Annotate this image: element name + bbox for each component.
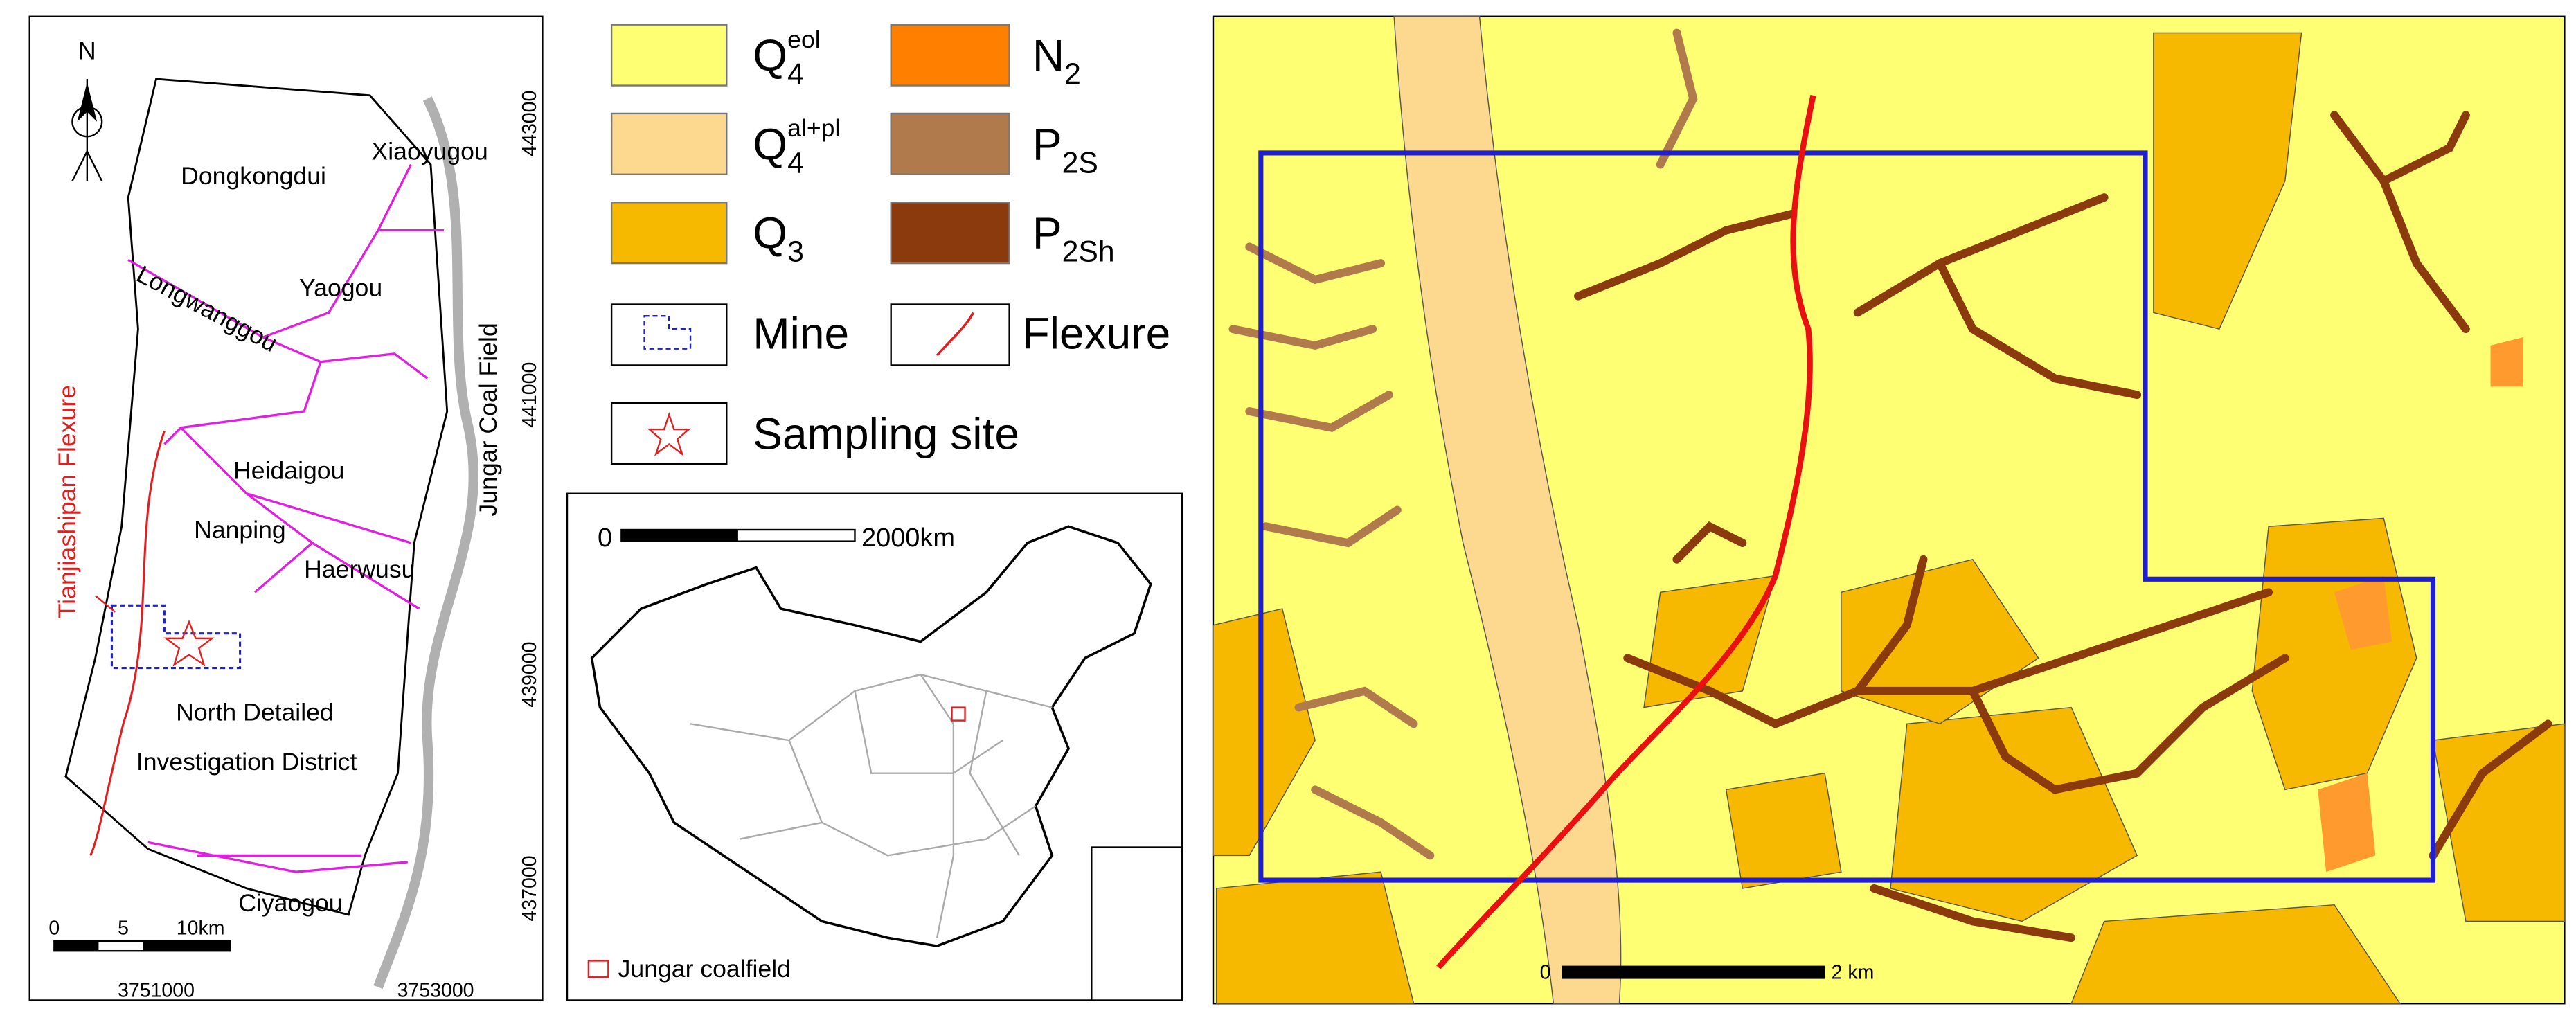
mine-boundary (1258, 150, 2436, 883)
scale-label: 2000km (861, 524, 955, 553)
place-label: Xiaoyugou (372, 137, 488, 165)
swatch (890, 202, 1010, 265)
flexure-label: Tianjiashipan Flexure (53, 385, 81, 618)
scale-bar (1562, 965, 1825, 979)
swatch (610, 202, 728, 265)
legend-label: P2S (1032, 119, 1098, 179)
y-coord: 439000 (519, 642, 541, 708)
x-coord: 3753000 (397, 980, 474, 1002)
legend-sup: al+pl (787, 114, 840, 142)
swatch (610, 112, 728, 176)
legend-sup: eol (787, 26, 821, 53)
place-label: Investigation District (136, 748, 357, 776)
swatch (890, 112, 1010, 176)
mine-symbol (643, 314, 692, 350)
flexure-line (1436, 94, 1816, 969)
y-coord: 443000 (519, 91, 541, 156)
legend-symbol: Q (753, 30, 787, 80)
mine-outline (110, 604, 242, 670)
place-label: Dongkongdui (181, 162, 326, 190)
legend-symbol: P (1032, 208, 1062, 258)
legend-sub: 2S (1062, 146, 1098, 179)
legend-label: Q4 eol (753, 26, 820, 91)
legend-sub: 2 (1064, 57, 1081, 91)
legend-label: Q3 (753, 208, 804, 269)
legend-sub: 4 (787, 57, 804, 91)
scale-label: 0 (598, 524, 612, 553)
y-coord: 437000 (519, 855, 541, 921)
n2-patches (2318, 337, 2524, 873)
legend-symbol: Q (753, 208, 787, 258)
river (373, 96, 478, 989)
legend-symbol: Q (753, 119, 787, 169)
legend-sub: 2Sh (1062, 235, 1115, 269)
place-label: North Detailed (176, 699, 334, 726)
place-label: Ciyaogou (238, 889, 342, 917)
p2sh-channels (1574, 111, 2552, 942)
place-label: Nanping (194, 516, 286, 544)
coalfield-marker (951, 706, 966, 722)
legend-sub: 3 (787, 235, 804, 269)
legend-symbol: P (1032, 119, 1062, 169)
alluvial-band (1393, 16, 1622, 1004)
scale-label: 2 km (1832, 962, 1875, 984)
legend-label: P2Sh (1032, 208, 1115, 269)
geology-map: 0 2 km (1212, 15, 2566, 1005)
legend-marker (587, 960, 609, 978)
left-map: N Dongkongdui Xiaoyugou Yaogou Longwangg… (28, 15, 544, 1002)
north-arrow (71, 79, 103, 181)
x-coord: 3751000 (118, 980, 195, 1002)
legend-label: N2 (1032, 30, 1081, 91)
legend-label: Mine (753, 309, 849, 359)
y-coord: 441000 (519, 362, 541, 428)
legend-symbol: N (1032, 30, 1064, 80)
province-lines (690, 673, 1053, 938)
inset-legend-label: Jungar coalfield (618, 955, 791, 983)
flexure-line (89, 430, 166, 857)
swatch (890, 303, 1010, 366)
scale-label: 10km (177, 917, 225, 939)
star-symbol (647, 411, 691, 456)
coal-field-label: Jungar Coal Field (474, 323, 502, 516)
legend-label: Flexure (1023, 309, 1171, 359)
scale-bar (53, 940, 231, 952)
legend-label: Sampling site (753, 409, 1019, 459)
north-label: N (78, 37, 96, 65)
scale-bar (620, 528, 856, 542)
legend-sub: 4 (787, 146, 804, 179)
scale-label: 0 (1540, 962, 1551, 984)
leader-line (94, 595, 116, 613)
scale-label: 5 (118, 917, 129, 939)
swatch (890, 24, 1010, 87)
south-sea-box (1091, 846, 1183, 1001)
place-label: Heidaigou (233, 456, 344, 484)
sampling-site (163, 619, 215, 667)
place-label: Haerwusu (304, 555, 415, 583)
inset-map: 0 2000km Jungar coalfield (566, 492, 1183, 1001)
swatch (610, 24, 728, 87)
legend-label: Q4 al+pl (753, 114, 840, 179)
flexure-symbol (936, 312, 974, 357)
swatch (610, 303, 728, 366)
scale-label: 0 (48, 917, 60, 939)
place-label: Yaogou (299, 274, 382, 302)
boundary-lines (127, 163, 444, 873)
